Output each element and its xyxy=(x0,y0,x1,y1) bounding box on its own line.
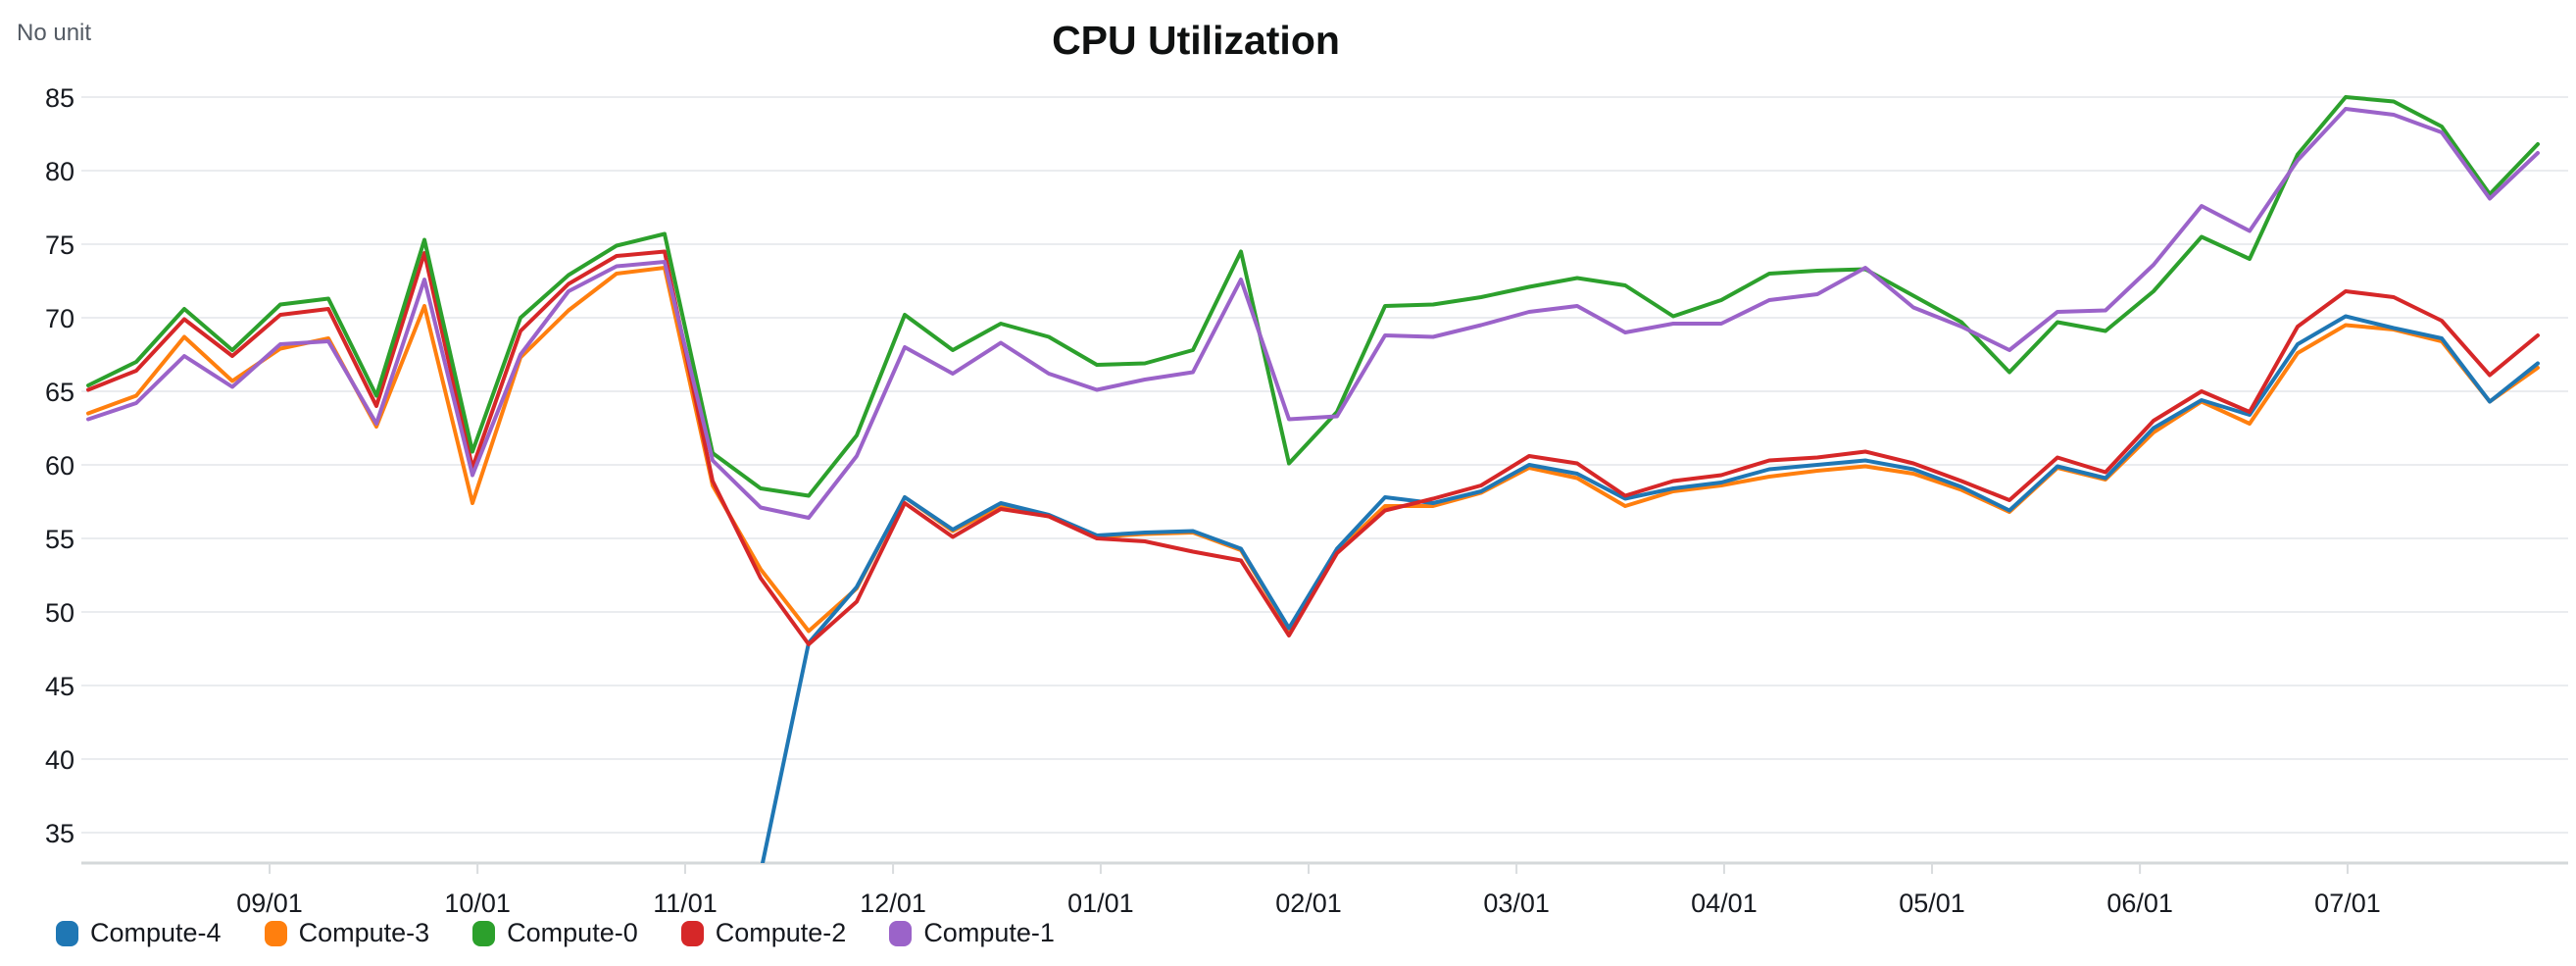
x-tick-label: 11/01 xyxy=(653,889,718,918)
y-tick-label: 45 xyxy=(45,672,74,701)
series-line-compute-1[interactable] xyxy=(86,107,2540,520)
legend-item-label: Compute-2 xyxy=(715,918,847,947)
series-line-compute-4[interactable] xyxy=(760,314,2540,873)
y-tick-label: 60 xyxy=(45,451,74,481)
legend-item-compute-4[interactable]: Compute-4 xyxy=(56,918,222,948)
legend-item-label: Compute-4 xyxy=(90,918,222,947)
y-tick-label: 40 xyxy=(45,745,74,775)
y-axis-unit-label: No unit xyxy=(17,20,92,46)
legend-color-chip xyxy=(889,920,913,946)
x-tick-label: 03/01 xyxy=(1483,889,1550,918)
x-tick-label: 01/01 xyxy=(1067,889,1134,918)
x-tick-label: 05/01 xyxy=(1899,889,1965,918)
y-tick-label: 80 xyxy=(45,157,74,186)
series-line-compute-0[interactable] xyxy=(86,95,2540,498)
x-tick-label: 06/01 xyxy=(2106,889,2173,918)
legend-color-chip xyxy=(56,920,78,946)
legend-item-label: Compute-0 xyxy=(507,918,638,947)
x-tick-label: 04/01 xyxy=(1691,889,1758,918)
chart-title: CPU Utilization xyxy=(1052,18,1340,63)
x-axis-ticks xyxy=(269,863,2349,874)
x-tick-label: 12/01 xyxy=(860,889,926,918)
y-axis-labels: 85 80 75 70 65 60 55 50 45 40 35 xyxy=(45,83,74,848)
legend-item-compute-2[interactable]: Compute-2 xyxy=(680,918,847,948)
legend: Compute-4 Compute-3 Compute-0 Compute-2 Comp… xyxy=(56,918,1055,948)
series-line-compute-2[interactable] xyxy=(86,249,2540,646)
legend-item-label: Compute-3 xyxy=(298,918,430,947)
x-axis-labels: 09/01 10/01 11/01 12/01 01/01 02/01 03/01 04/01… xyxy=(236,889,2380,918)
legend-color-chip xyxy=(680,920,704,946)
legend-item-compute-1[interactable]: Compute-1 xyxy=(889,918,1055,948)
legend-item-compute-0[interactable]: Compute-0 xyxy=(472,918,638,948)
y-tick-label: 50 xyxy=(45,598,74,628)
y-tick-label: 35 xyxy=(45,819,74,848)
series-line-compute-3[interactable] xyxy=(86,266,2540,634)
legend-color-chip xyxy=(472,920,496,946)
y-tick-label: 65 xyxy=(45,378,74,407)
y-tick-label: 55 xyxy=(45,525,74,554)
legend-item-label: Compute-1 xyxy=(923,918,1055,947)
y-tick-label: 70 xyxy=(45,304,74,333)
legend-color-chip xyxy=(264,920,287,946)
legend-item-compute-3[interactable]: Compute-3 xyxy=(264,918,430,948)
x-tick-label: 09/01 xyxy=(236,889,303,918)
y-tick-label: 85 xyxy=(45,83,74,113)
x-tick-label: 02/01 xyxy=(1275,889,1342,918)
x-tick-label: 10/01 xyxy=(444,889,511,918)
x-tick-label: 07/01 xyxy=(2314,889,2381,918)
gridlines xyxy=(81,96,2568,834)
series-lines xyxy=(86,95,2540,873)
y-tick-label: 75 xyxy=(45,230,74,260)
